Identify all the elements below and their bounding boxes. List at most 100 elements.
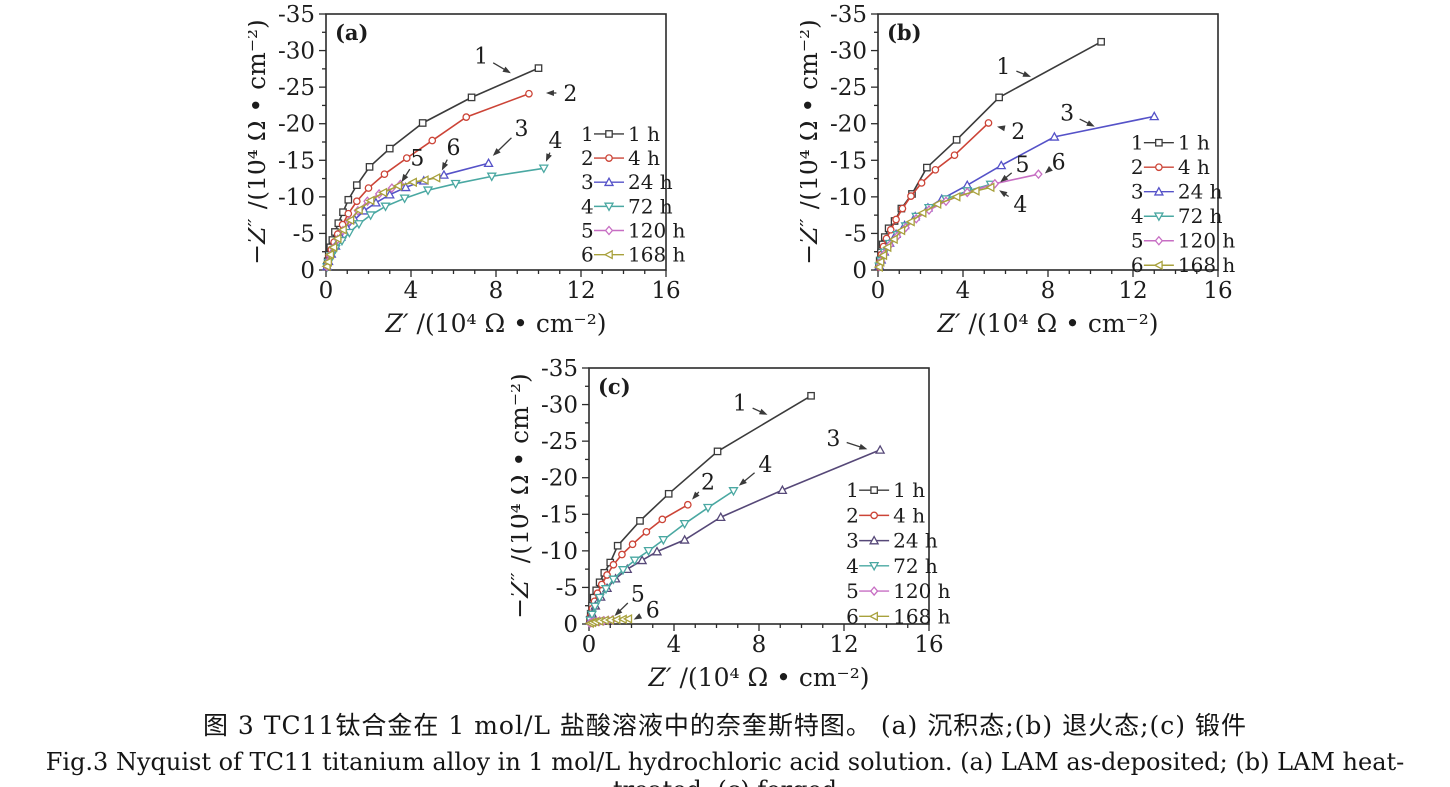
legend-marker-tri-up bbox=[869, 535, 880, 545]
series-1-marker-square bbox=[664, 489, 673, 498]
legend-marker-tri-down bbox=[603, 202, 615, 212]
y-tick-label: -35 bbox=[830, 2, 867, 28]
series-6-marker-tri-left bbox=[917, 208, 927, 218]
series-1-marker-square bbox=[344, 195, 353, 204]
y-tick-label: -25 bbox=[278, 75, 315, 101]
legend-number: 1 bbox=[846, 478, 859, 502]
legend-number: 3 bbox=[846, 529, 859, 553]
annotation-label: 3 bbox=[1060, 102, 1074, 127]
series-6-marker-tri-left bbox=[877, 250, 888, 261]
x-tick-label: 4 bbox=[956, 278, 971, 304]
y-tick-label: -30 bbox=[541, 393, 578, 419]
y-tick-label: -25 bbox=[541, 429, 578, 455]
annotation-label: 2 bbox=[701, 470, 715, 495]
series-4-marker-tri-down bbox=[594, 593, 605, 604]
series-1-marker-square bbox=[1097, 37, 1105, 46]
series-4-marker-tri-down bbox=[617, 566, 629, 576]
annotation-arrowhead bbox=[692, 491, 700, 500]
x-tick-label: 8 bbox=[752, 632, 767, 658]
x-tick-label: 16 bbox=[914, 632, 943, 658]
legend-number: 4 bbox=[1131, 204, 1144, 228]
series-6-marker-tri-left bbox=[332, 233, 342, 244]
legend-label: 4 h bbox=[1178, 155, 1210, 179]
y-tick-label: -5 bbox=[293, 221, 315, 247]
x-axis-label: Z′ /(10⁴ Ω • cm⁻²) bbox=[648, 663, 870, 692]
x-tick-label: 16 bbox=[1203, 278, 1232, 304]
legend-label: 4 h bbox=[893, 503, 925, 527]
legend-entry-5: 5 120 h bbox=[1131, 229, 1236, 253]
x-tick-label: 4 bbox=[667, 632, 682, 658]
series-3-marker-tri-up bbox=[651, 546, 663, 556]
series-3-marker-tri-up bbox=[875, 444, 886, 454]
legend-entry-1: 1 1 h bbox=[846, 478, 925, 502]
legend-number: 1 bbox=[1131, 131, 1144, 155]
x-tick-label: 0 bbox=[582, 632, 597, 658]
series-5-line bbox=[878, 173, 1039, 267]
series-4-marker-tri-down bbox=[679, 519, 690, 530]
series-4-marker-tri-down bbox=[538, 164, 549, 174]
series-2-marker-circle bbox=[628, 540, 637, 549]
annotation-label: 1 bbox=[996, 55, 1010, 80]
series-4-marker-tri-down bbox=[399, 194, 410, 204]
series-5-marker-diamond bbox=[1034, 169, 1043, 180]
legend-label: 1 h bbox=[628, 122, 660, 146]
y-axis-label: −Z″ /(10⁴ Ω • cm⁻²) bbox=[511, 373, 534, 619]
y-tick-label: -15 bbox=[830, 148, 867, 174]
annotation-label: 3 bbox=[515, 117, 529, 142]
series-2-marker-circle bbox=[683, 500, 692, 509]
legend-number: 6 bbox=[581, 243, 594, 267]
caption-chinese: 图 3 TC11钛合金在 1 mol/L 盐酸溶液中的奈奎斯特图。 (a) 沉积… bbox=[202, 711, 1247, 740]
legend-label: 72 h bbox=[628, 194, 673, 218]
legend-label: 24 h bbox=[893, 529, 938, 553]
y-tick-label: -5 bbox=[556, 575, 578, 601]
x-tick-label: 12 bbox=[566, 278, 595, 304]
series-6-marker-tri-left bbox=[905, 216, 915, 227]
annotation-arrowhead bbox=[441, 162, 449, 171]
caption-english: Fig.3 Nyquist of TC11 titanium alloy in … bbox=[45, 748, 1405, 787]
legend-number: 2 bbox=[846, 503, 859, 527]
legend-entry-4: 4 72 h bbox=[581, 194, 673, 218]
series-6-marker-tri-left bbox=[888, 234, 898, 245]
series-4-marker-tri-down bbox=[450, 179, 461, 190]
series-2-marker-circle bbox=[364, 184, 373, 192]
series-6-marker-tri-left bbox=[392, 181, 403, 191]
series-1-marker-square bbox=[952, 135, 961, 144]
plot-border bbox=[325, 13, 667, 271]
series-6-marker-tri-left bbox=[431, 172, 441, 183]
y-tick-label: -35 bbox=[278, 2, 315, 28]
series-3-marker-tri-up bbox=[438, 169, 450, 179]
series-4-marker-tri-down bbox=[422, 186, 434, 196]
y-tick-label: -15 bbox=[541, 502, 578, 528]
panel-letter: (c) bbox=[598, 374, 631, 399]
legend-label: 168 h bbox=[1178, 253, 1236, 277]
y-tick-label: -35 bbox=[541, 356, 578, 382]
legend-number: 5 bbox=[846, 579, 859, 603]
series-6-marker-tri-left bbox=[895, 225, 906, 236]
series-1-line bbox=[589, 395, 812, 620]
annotation-label: 5 bbox=[410, 146, 424, 171]
series-1-marker-square bbox=[418, 119, 427, 127]
series-6-marker-tri-left bbox=[875, 257, 885, 267]
legend-marker-tri-left bbox=[1153, 260, 1163, 271]
legend-label: 72 h bbox=[893, 554, 938, 578]
series-4-marker-tri-down bbox=[589, 602, 601, 612]
annotation-label: 3 bbox=[826, 427, 840, 452]
legend-marker-square bbox=[1155, 138, 1163, 147]
legend-label: 120 h bbox=[1178, 229, 1236, 253]
legend-entry-5: 5 120 h bbox=[846, 579, 951, 603]
series-1-marker-square bbox=[807, 391, 815, 400]
series-3-marker-tri-up bbox=[1049, 131, 1060, 141]
series-1-marker-square bbox=[365, 163, 374, 171]
annotation-arrowhead bbox=[738, 478, 747, 486]
legend-entry-6: 6 168 h bbox=[581, 243, 686, 267]
series-2-marker-circle bbox=[907, 192, 915, 200]
series-4-marker-tri-down bbox=[728, 487, 739, 497]
series-2-marker-circle bbox=[352, 197, 361, 206]
series-2-marker-circle bbox=[892, 215, 900, 224]
y-axis-label: −Z″ /(10⁴ Ω • cm⁻²) bbox=[248, 19, 271, 265]
legend-entry-6: 6 168 h bbox=[846, 604, 951, 628]
series-2-marker-circle bbox=[931, 165, 940, 174]
